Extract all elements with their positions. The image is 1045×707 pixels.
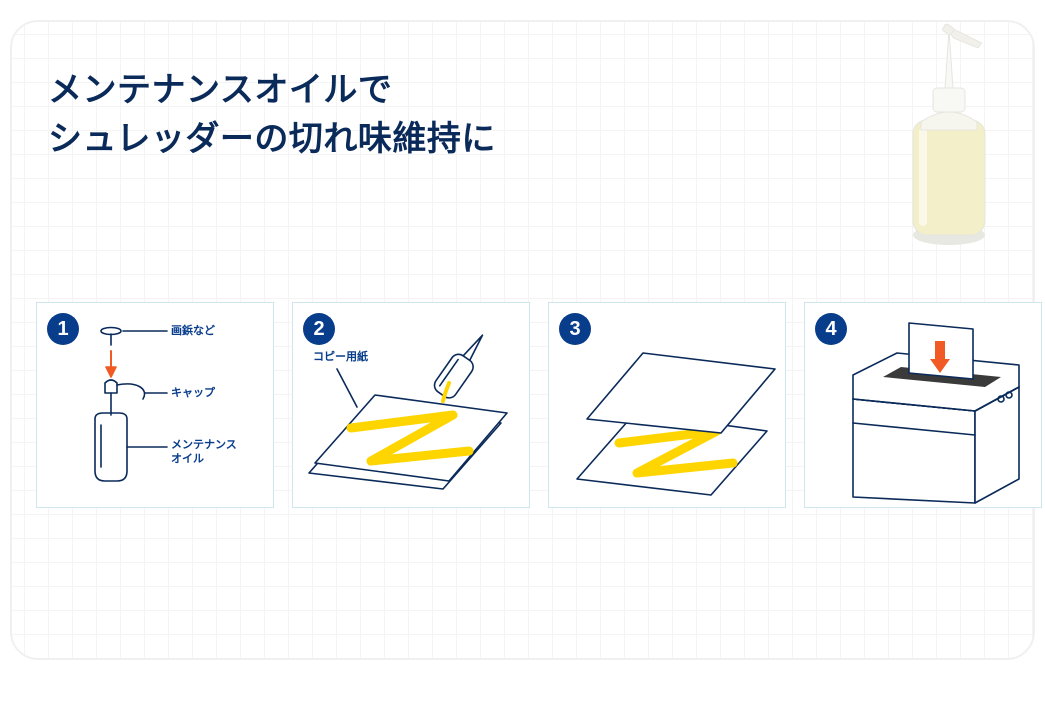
step-1-diagram (37, 303, 275, 509)
step-3: 3 (548, 302, 786, 508)
oil-bottle-hero (869, 10, 1029, 260)
step-4: 4 (804, 302, 1042, 508)
page-title: メンテナンスオイルで シュレッダーの切れ味維持に (48, 66, 496, 165)
infographic-container: メンテナンスオイルで シュレッダーの切れ味維持に 1 (10, 20, 1035, 660)
title-line-1: メンテナンスオイルで (48, 66, 496, 115)
label-paper: コピー用紙 (313, 351, 368, 365)
steps-row: 1 (36, 302, 1042, 508)
label-pin: 画鋲など (171, 325, 215, 339)
label-oil: メンテナンス オイル (171, 439, 237, 467)
step-2: 2 (292, 302, 530, 508)
title-line-2: シュレッダーの切れ味維持に (48, 115, 496, 164)
step-4-diagram (805, 303, 1043, 509)
step-3-diagram (549, 303, 787, 509)
label-cap: キャップ (171, 387, 215, 401)
step-2-diagram (293, 303, 531, 509)
step-1: 1 (36, 302, 274, 508)
